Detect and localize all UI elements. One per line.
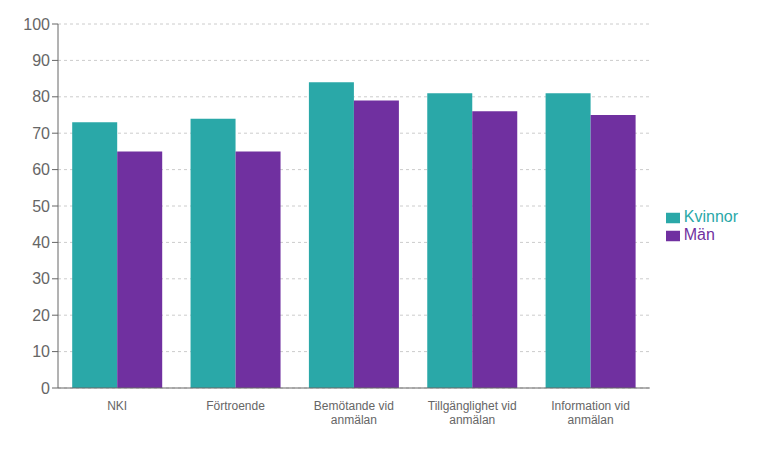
- svg-text:100: 100: [23, 16, 50, 33]
- svg-text:40: 40: [32, 234, 50, 251]
- svg-text:50: 50: [32, 198, 50, 215]
- svg-text:10: 10: [32, 343, 50, 360]
- svg-text:Tillgänglighet vidanmälan: Tillgänglighet vidanmälan: [428, 399, 517, 427]
- svg-text:60: 60: [32, 161, 50, 178]
- svg-text:Förtroende: Förtroende: [206, 399, 265, 413]
- svg-text:90: 90: [32, 52, 50, 69]
- html-text:Kvinnor: Kvinnor: [683, 208, 738, 225]
- svg-text:Information vidanmälan: Information vidanmälan: [551, 399, 630, 427]
- html-text:Män: Män: [683, 226, 715, 243]
- svg-text:70: 70: [32, 125, 50, 142]
- svg-text:30: 30: [32, 270, 50, 287]
- svg-text:NKI: NKI: [107, 399, 127, 413]
- svg-text:0: 0: [41, 380, 50, 397]
- svg-text:20: 20: [32, 307, 50, 324]
- svg-text:Bemötande vidanmälan: Bemötande vidanmälan: [314, 399, 394, 427]
- svg-text:80: 80: [32, 88, 50, 105]
